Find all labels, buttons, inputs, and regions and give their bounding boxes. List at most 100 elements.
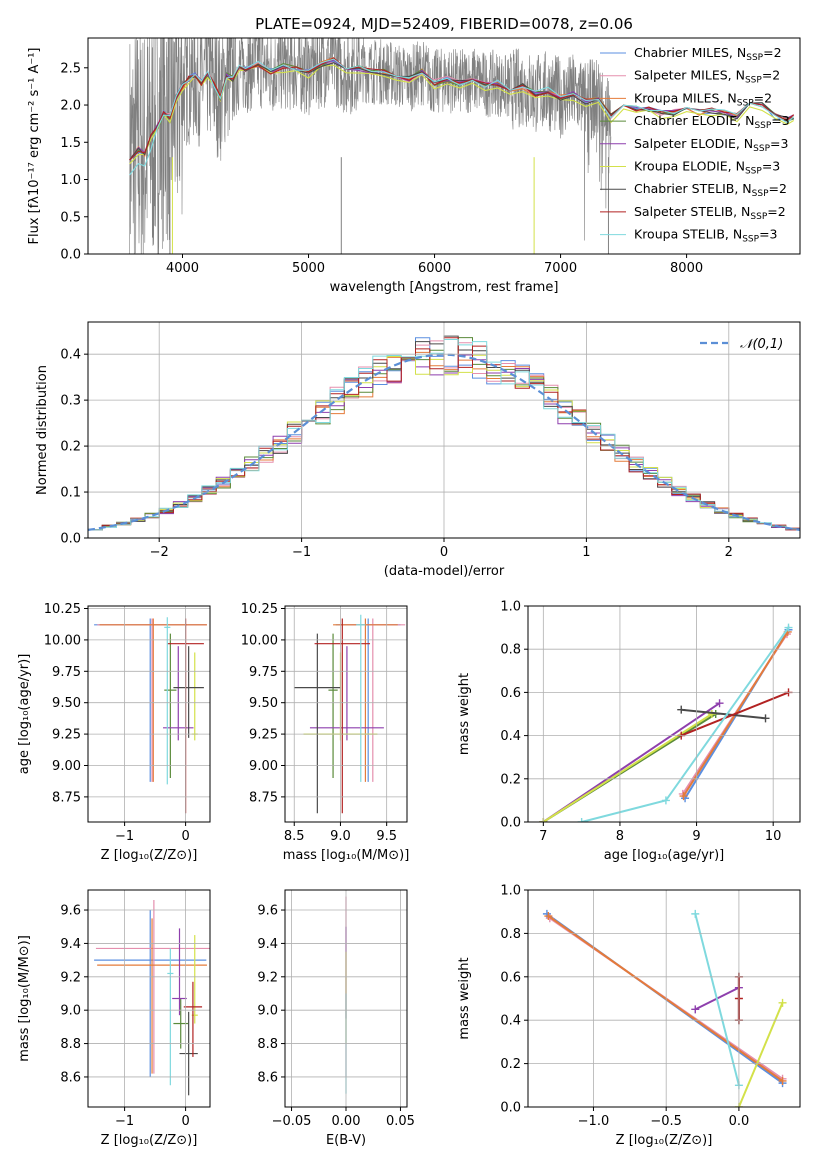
y-tick-label: 9.4 — [257, 937, 278, 952]
legend-entry: Chabrier ELODIE, NSSP=3 — [634, 113, 790, 131]
figure-title: PLATE=0924, MJD=52409, FIBERID=0078, z=0… — [255, 15, 633, 33]
legend-entry: Salpeter ELODIE, NSSP=3 — [634, 136, 788, 154]
y-tick-label: 8.8 — [60, 1037, 81, 1052]
weight-marker — [677, 705, 686, 714]
y-tick-label: 0.0 — [60, 532, 81, 547]
x-tick-label: −1 — [115, 1114, 134, 1129]
x-tick-label: 9.0 — [330, 829, 351, 844]
legend-entry: Chabrier MILES, NSSP=2 — [634, 45, 782, 63]
y-tick-label: 9.00 — [52, 759, 81, 774]
x-tick-label: 0 — [181, 1114, 189, 1129]
x-tick-label: −1 — [115, 829, 134, 844]
weight_vs_z-frame — [527, 889, 801, 1108]
y-tick-label: 9.75 — [249, 665, 278, 680]
weight_vs_age-frame — [527, 605, 801, 823]
y-tick-label: 9.75 — [52, 665, 81, 680]
y-axis-label: mass weight — [457, 957, 472, 1039]
y-axis-label: mass weight — [457, 673, 472, 755]
weight-marker — [691, 1005, 700, 1014]
weight_vs_z-plot-area — [542, 909, 787, 1107]
y-tick-label: 1.0 — [500, 600, 521, 615]
x-axis-label: E(B-V) — [326, 1133, 366, 1148]
y-tick-label: 0.1 — [60, 486, 81, 501]
y-axis-label: mass [log₁₀(M/M⊙)] — [17, 935, 32, 1062]
panel-age_vs_z: −1 0 8.75 9.00 9.25 9.50 9.75 10.00 10.25 Z [log₁… — [17, 602, 211, 863]
y-tick-label: 9.0 — [60, 1004, 81, 1019]
x-tick-label: 9 — [692, 829, 700, 844]
x-tick-label: −1.0 — [578, 1114, 610, 1129]
y-tick-label: 0.6 — [500, 686, 521, 701]
panel-age_vs_mass: 8.5 9.0 9.5 8.75 9.00 9.25 9.50 9.75 10.00 10.25 m… — [241, 602, 409, 863]
y-tick-label: 0.2 — [500, 772, 521, 787]
x-tick-label: −0.05 — [272, 1114, 312, 1129]
y-tick-label: 9.2 — [60, 970, 81, 985]
x-tick-label: 10 — [765, 829, 782, 844]
y-axis-label: Normed distribution — [35, 365, 50, 495]
y-tick-label: 9.4 — [60, 937, 81, 952]
x-tick-label: 2 — [725, 545, 733, 560]
weight-marker — [691, 909, 700, 918]
x-tick-label: 5000 — [292, 261, 325, 276]
y-tick-label: 0.3 — [60, 394, 81, 409]
legend-entry: Salpeter STELIB, NSSP=2 — [634, 204, 786, 222]
legend-entry: Chabrier STELIB, NSSP=2 — [634, 181, 787, 199]
weight_vs_age-plot-area — [539, 623, 793, 822]
age_vs_mass-plot-area — [294, 614, 406, 814]
model-spectrum-kroupa-stelib — [129, 58, 795, 176]
y-tick-label: 0.0 — [60, 248, 81, 263]
x-tick-label: 8 — [616, 829, 624, 844]
x-axis-label: (data-model)/error — [384, 564, 505, 579]
weight-marker — [761, 714, 770, 723]
legend-entry: Kroupa STELIB, NSSP=3 — [634, 227, 778, 245]
mass_vs_z-plot-area — [94, 900, 210, 1096]
y-tick-label: 9.50 — [52, 696, 81, 711]
y-tick-label: 0.6 — [500, 970, 521, 985]
y-axis-label: age [log₁₀(age/yr)] — [17, 654, 32, 775]
age_vs_z-frame — [87, 605, 211, 823]
x-axis-label: age [log₁₀(age/yr)] — [604, 848, 725, 863]
age_vs_z-plot-area — [94, 617, 207, 814]
x-tick-label: 0.0 — [729, 1114, 750, 1129]
model-spectrum-salpeter-stelib — [129, 57, 795, 161]
y-axis-label: Flux [fλ10⁻¹⁷ erg cm⁻² s⁻¹ A⁻¹] — [27, 48, 42, 245]
y-tick-label: 9.0 — [257, 1004, 278, 1019]
x-tick-label: 4000 — [166, 261, 199, 276]
y-tick-label: 0.0 — [500, 816, 521, 831]
x-tick-label: 0.00 — [332, 1114, 361, 1129]
y-tick-label: 8.6 — [257, 1070, 278, 1085]
weight-marker — [778, 1076, 787, 1085]
y-tick-label: 10.00 — [241, 633, 278, 648]
spectrum-frame — [87, 37, 801, 255]
y-tick-label: 0.5 — [60, 210, 81, 225]
y-tick-label: 0.8 — [500, 643, 521, 658]
x-tick-label: 8.5 — [284, 829, 305, 844]
y-tick-label: 9.25 — [52, 728, 81, 743]
x-tick-label: 9.5 — [376, 829, 397, 844]
x-axis-label: mass [log₁₀(M/M⊙)] — [283, 848, 410, 863]
x-axis-label: Z [log₁₀(Z/Z⊙)] — [101, 848, 198, 863]
x-axis-label: Z [log₁₀(Z/Z⊙)] — [101, 1133, 198, 1148]
y-tick-label: 8.6 — [60, 1070, 81, 1085]
x-tick-label: −2 — [150, 545, 169, 560]
y-tick-label: 2.0 — [60, 99, 81, 114]
panel-mass_vs_z: −1 0 8.6 8.8 9.0 9.2 9.4 9.6 Z [log₁₀(Z/Z⊙)] mass… — [17, 889, 211, 1148]
y-tick-label: 0.8 — [500, 927, 521, 942]
y-tick-label: 0.4 — [500, 1014, 521, 1029]
panel-mass_vs_ebv: −0.05 0.00 0.05 8.6 8.8 9.0 9.2 9.4 9.6 E(B-V) — [257, 889, 415, 1148]
legend-entry: Kroupa ELODIE, NSSP=3 — [634, 159, 780, 177]
legend-entry: 𝒩(0,1) — [740, 337, 783, 352]
weight-marker — [577, 818, 586, 822]
y-tick-label: 0.2 — [60, 440, 81, 455]
y-tick-label: 1.0 — [500, 884, 521, 899]
y-tick-label: 8.75 — [249, 790, 278, 805]
y-tick-label: 0.2 — [500, 1057, 521, 1072]
y-tick-label: 1.5 — [60, 136, 81, 151]
y-tick-label: 10.25 — [44, 602, 81, 617]
weight-marker — [661, 796, 670, 805]
x-tick-label: 7000 — [544, 261, 577, 276]
weight-marker — [784, 623, 793, 632]
y-tick-label: 9.6 — [257, 904, 278, 919]
weight-line — [547, 915, 784, 1082]
y-tick-label: 9.50 — [249, 696, 278, 711]
